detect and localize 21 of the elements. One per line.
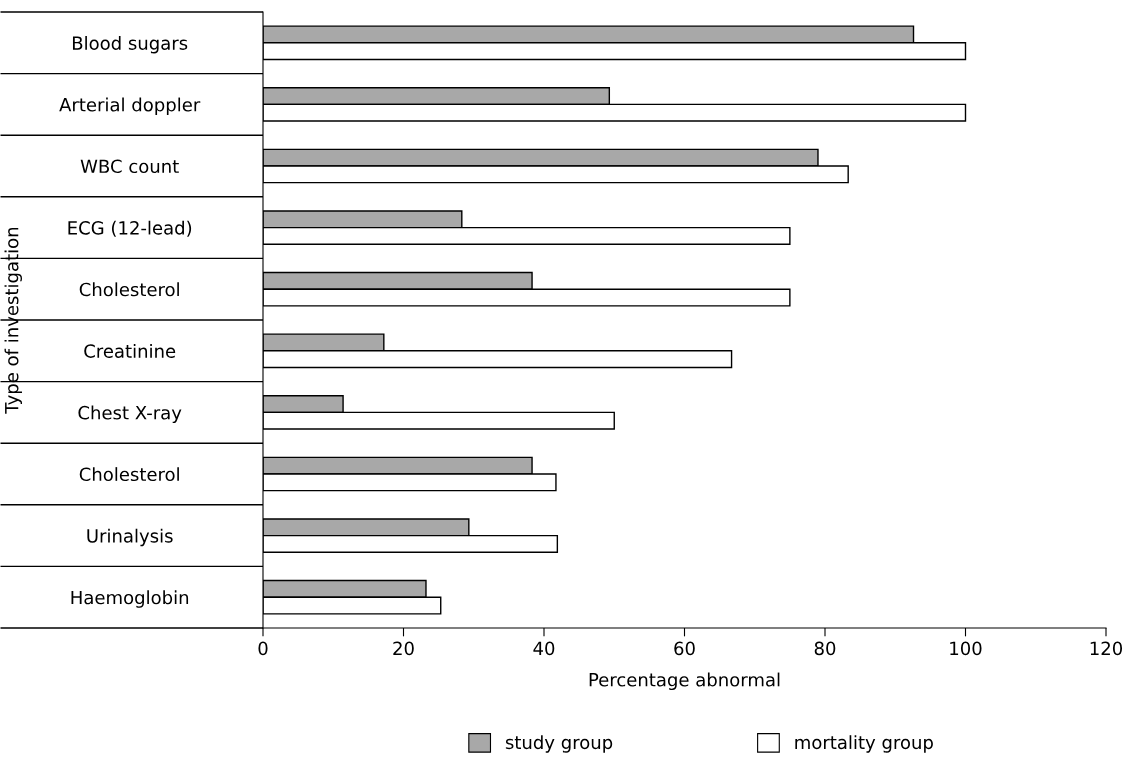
y-tick-label: Arterial doppler: [59, 97, 201, 116]
legend-label: study group: [505, 735, 613, 753]
y-tick-label: Haemoglobin: [71, 590, 189, 608]
y-tick-label: Creatinine: [84, 343, 176, 358]
x-axis-title: Percentage abnormal: [589, 672, 780, 691]
x-tick-label: 120: [1090, 641, 1123, 656]
y-tick-label: Cholesterol: [79, 467, 179, 482]
x-tick-label: 40: [533, 641, 555, 656]
x-tick-label: 0: [258, 641, 268, 656]
y-tick-label: Blood sugars: [72, 35, 188, 54]
x-tick-label: 80: [814, 641, 836, 656]
y-tick-label: WBC count: [80, 159, 179, 174]
legend-label: mortality group: [795, 735, 933, 753]
y-tick-label: Urinalysis: [87, 528, 173, 547]
y-tick-label: Cholesterol: [79, 282, 179, 297]
y-axis-title: Type of investigation: [4, 227, 22, 414]
y-tick-label: ECG (12-lead): [68, 220, 192, 237]
y-tick-label: Chest X-ray: [78, 405, 182, 424]
x-tick-label: 60: [674, 641, 695, 656]
x-tick-label: 20: [393, 641, 414, 656]
x-tick-label: 100: [950, 641, 982, 656]
